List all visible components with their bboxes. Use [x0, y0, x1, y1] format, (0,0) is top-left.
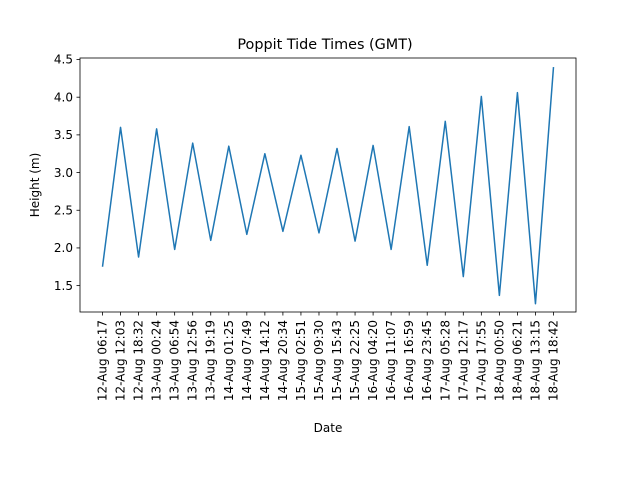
x-tick-label-16: 16-Aug 11:07 — [384, 320, 398, 401]
y-tick-label-6: 4.5 — [54, 53, 73, 67]
x-tick-label-14: 15-Aug 22:25 — [348, 320, 362, 401]
x-tick-label-21: 17-Aug 17:55 — [474, 320, 488, 401]
y-tick-label-4: 3.5 — [54, 128, 73, 142]
x-tick-label-6: 13-Aug 19:19 — [204, 320, 218, 401]
x-tick-label-5: 13-Aug 12:56 — [186, 320, 200, 401]
x-tick-label-3: 13-Aug 00:24 — [150, 320, 164, 401]
x-tick-label-15: 16-Aug 04:20 — [366, 320, 380, 401]
y-tick-label-5: 4.0 — [54, 90, 73, 104]
y-tick-label-3: 3.0 — [54, 166, 73, 180]
x-tick-label-1: 12-Aug 12:03 — [114, 320, 128, 401]
x-tick-label-11: 15-Aug 02:51 — [294, 320, 308, 401]
x-tick-label-7: 14-Aug 01:25 — [222, 320, 236, 401]
y-axis-title: Height (m) — [28, 153, 42, 218]
x-tick-label-0: 12-Aug 06:17 — [96, 320, 110, 401]
x-tick-label-22: 18-Aug 00:50 — [492, 320, 506, 401]
y-tick-label-2: 2.5 — [54, 203, 73, 217]
x-tick-label-8: 14-Aug 07:49 — [240, 320, 254, 401]
x-tick-label-25: 18-Aug 18:42 — [547, 320, 561, 401]
y-tick-label-0: 1.5 — [54, 279, 73, 293]
chart-title: Poppit Tide Times (GMT) — [237, 37, 412, 53]
x-tick-label-20: 17-Aug 12:17 — [456, 320, 470, 401]
x-tick-label-4: 13-Aug 06:54 — [168, 320, 182, 401]
x-tick-label-13: 15-Aug 15:43 — [330, 320, 344, 401]
x-tick-label-10: 14-Aug 20:34 — [276, 320, 290, 401]
x-tick-label-24: 18-Aug 13:15 — [528, 320, 542, 401]
y-tick-label-1: 2.0 — [54, 241, 73, 255]
x-tick-label-19: 17-Aug 05:28 — [438, 320, 452, 401]
x-tick-label-12: 15-Aug 09:30 — [312, 320, 326, 401]
x-tick-label-2: 12-Aug 18:32 — [132, 320, 146, 401]
x-axis-title: Date — [314, 421, 343, 435]
x-tick-label-17: 16-Aug 16:59 — [402, 320, 416, 401]
x-tick-label-23: 18-Aug 06:21 — [510, 320, 524, 401]
x-tick-label-18: 16-Aug 23:45 — [420, 320, 434, 401]
x-tick-label-9: 14-Aug 14:12 — [258, 320, 272, 401]
